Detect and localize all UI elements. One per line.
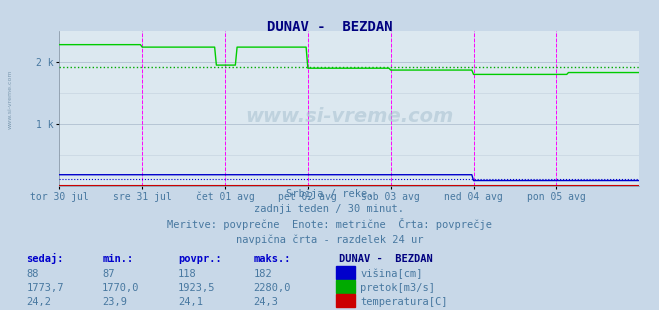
Text: višina[cm]: višina[cm]: [360, 269, 423, 279]
Text: 24,1: 24,1: [178, 297, 203, 307]
Text: 118: 118: [178, 269, 196, 279]
Text: pretok[m3/s]: pretok[m3/s]: [360, 283, 436, 293]
Text: www.si-vreme.com: www.si-vreme.com: [245, 107, 453, 126]
Text: zadnji teden / 30 minut.: zadnji teden / 30 minut.: [254, 204, 405, 214]
Text: 24,2: 24,2: [26, 297, 51, 307]
Text: www.si-vreme.com: www.si-vreme.com: [8, 69, 13, 129]
Text: 1923,5: 1923,5: [178, 283, 215, 293]
Text: Srbija / reke.: Srbija / reke.: [286, 189, 373, 199]
Text: sedaj:: sedaj:: [26, 253, 64, 264]
Text: 24,3: 24,3: [254, 297, 279, 307]
Text: povpr.:: povpr.:: [178, 254, 221, 264]
Text: navpična črta - razdelek 24 ur: navpična črta - razdelek 24 ur: [236, 235, 423, 245]
Text: 88: 88: [26, 269, 39, 279]
Text: DUNAV -  BEZDAN: DUNAV - BEZDAN: [339, 254, 433, 264]
Text: maks.:: maks.:: [254, 254, 291, 264]
Text: DUNAV -  BEZDAN: DUNAV - BEZDAN: [267, 20, 392, 34]
Text: min.:: min.:: [102, 254, 133, 264]
Text: 23,9: 23,9: [102, 297, 127, 307]
Text: 87: 87: [102, 269, 115, 279]
Text: 182: 182: [254, 269, 272, 279]
Text: Meritve: povprečne  Enote: metrične  Črta: povprečje: Meritve: povprečne Enote: metrične Črta:…: [167, 218, 492, 230]
Text: 2280,0: 2280,0: [254, 283, 291, 293]
Text: 1770,0: 1770,0: [102, 283, 140, 293]
Text: 1773,7: 1773,7: [26, 283, 64, 293]
Text: temperatura[C]: temperatura[C]: [360, 297, 448, 307]
